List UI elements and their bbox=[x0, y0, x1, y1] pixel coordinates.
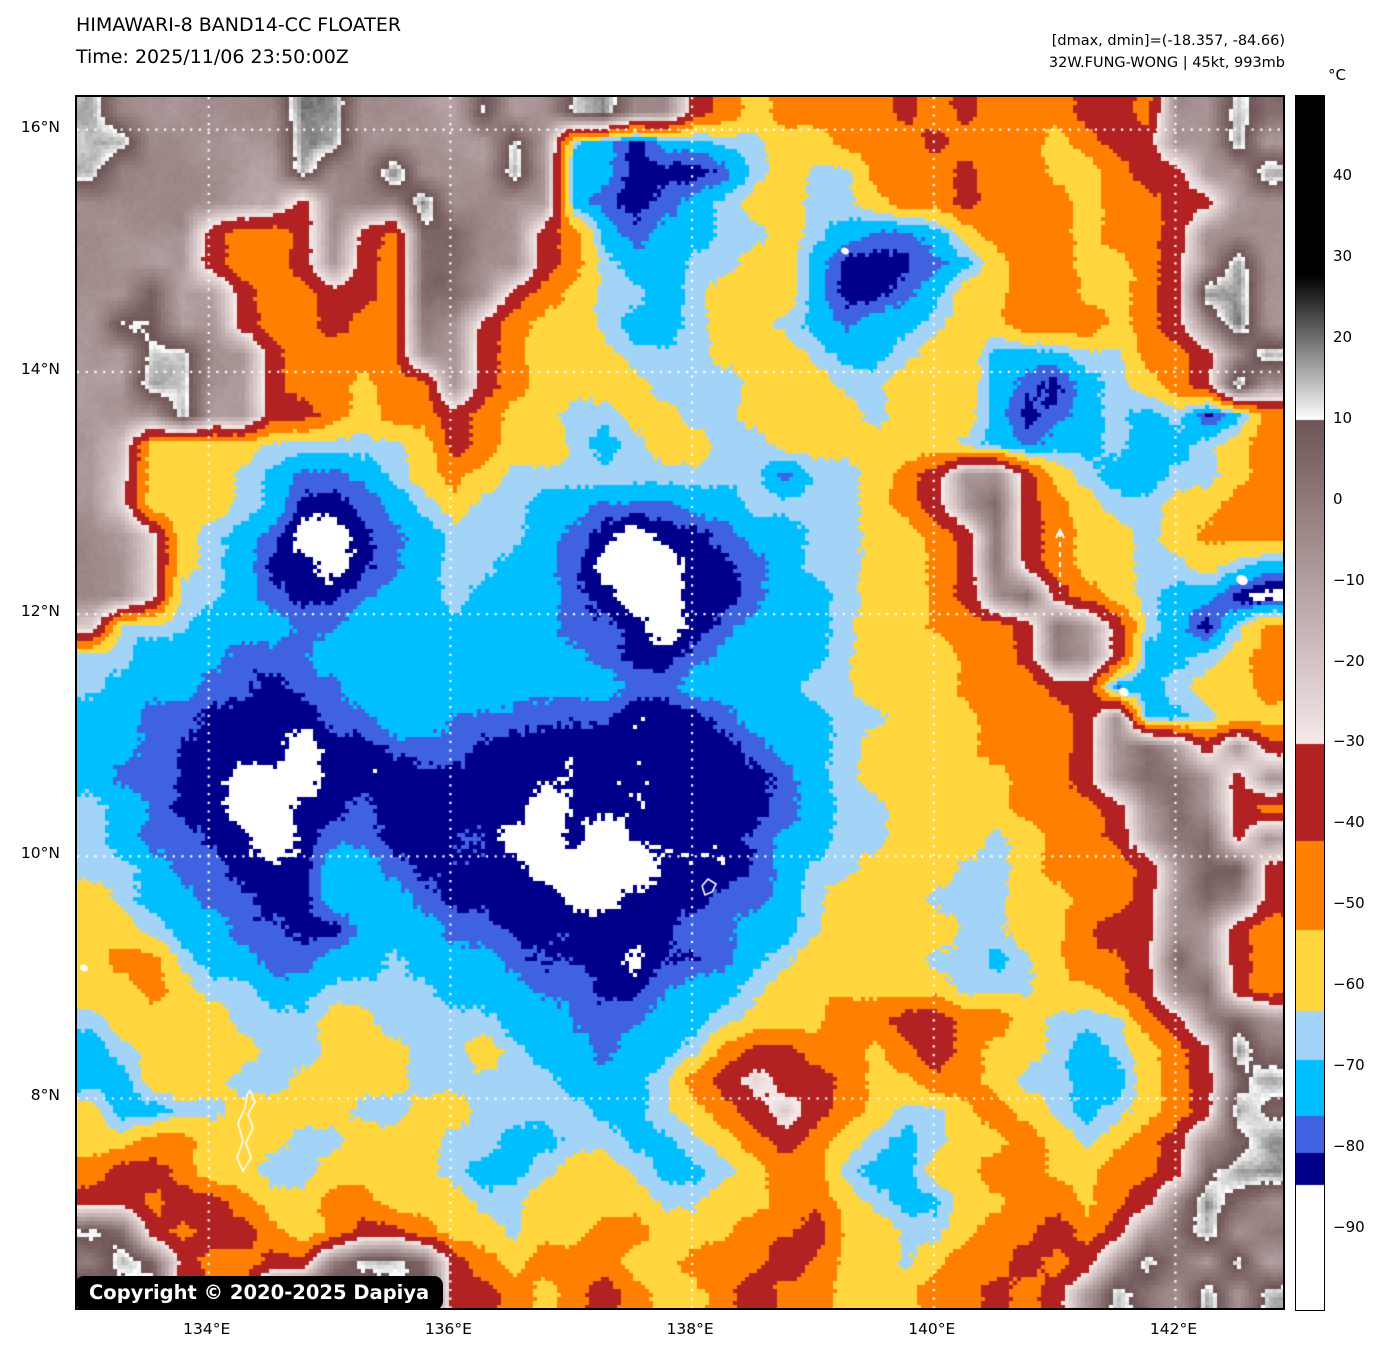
colorbar-unit-label: °C bbox=[1312, 66, 1362, 84]
colorbar-tick-label: 10 bbox=[1333, 409, 1390, 427]
satellite-map-frame bbox=[75, 95, 1285, 1310]
colorbar-tick-label: 0 bbox=[1333, 490, 1390, 508]
lat-tick-label: 12°N bbox=[0, 602, 60, 620]
storm-info-line: 32W.FUNG-WONG | 45kt, 993mb bbox=[785, 55, 1285, 71]
lon-tick-label: 134°E bbox=[162, 1320, 252, 1338]
himawari-floater-page: { "header": { "title": "HIMAWARI-8 BAND1… bbox=[0, 0, 1390, 1359]
lat-tick-label: 16°N bbox=[0, 118, 60, 136]
colorbar-canvas bbox=[1295, 95, 1325, 1311]
timestamp-line: Time: 2025/11/06 23:50:00Z bbox=[76, 46, 349, 68]
colorbar-tick-label: −80 bbox=[1333, 1137, 1390, 1155]
page-title: HIMAWARI-8 BAND14-CC FLOATER bbox=[76, 14, 401, 36]
lat-tick-label: 10°N bbox=[0, 844, 60, 862]
colorbar-tick-label: 30 bbox=[1333, 247, 1390, 265]
lat-tick-label: 14°N bbox=[0, 360, 60, 378]
lon-tick-label: 136°E bbox=[403, 1320, 493, 1338]
colorbar-tick-label: −70 bbox=[1333, 1056, 1390, 1074]
colorbar-tick-label: −20 bbox=[1333, 652, 1390, 670]
copyright-badge: Copyright © 2020-2025 Dapiya bbox=[75, 1276, 443, 1310]
satellite-map-canvas bbox=[77, 97, 1283, 1308]
colorbar-tick-label: 40 bbox=[1333, 166, 1390, 184]
lon-tick-label: 140°E bbox=[887, 1320, 977, 1338]
lon-tick-label: 138°E bbox=[645, 1320, 735, 1338]
colorbar-tick-label: −90 bbox=[1333, 1218, 1390, 1236]
colorbar-tick-label: −60 bbox=[1333, 975, 1390, 993]
lon-tick-label: 142°E bbox=[1128, 1320, 1218, 1338]
colorbar-tick-label: −40 bbox=[1333, 813, 1390, 831]
colorbar-tick-label: −50 bbox=[1333, 894, 1390, 912]
colorbar-tick-label: 20 bbox=[1333, 328, 1390, 346]
colorbar-tick-label: −10 bbox=[1333, 571, 1390, 589]
lat-tick-label: 8°N bbox=[0, 1086, 60, 1104]
dmax-dmin-readout: [dmax, dmin]=(-18.357, -84.66) bbox=[785, 33, 1285, 49]
colorbar-tick-label: −30 bbox=[1333, 732, 1390, 750]
